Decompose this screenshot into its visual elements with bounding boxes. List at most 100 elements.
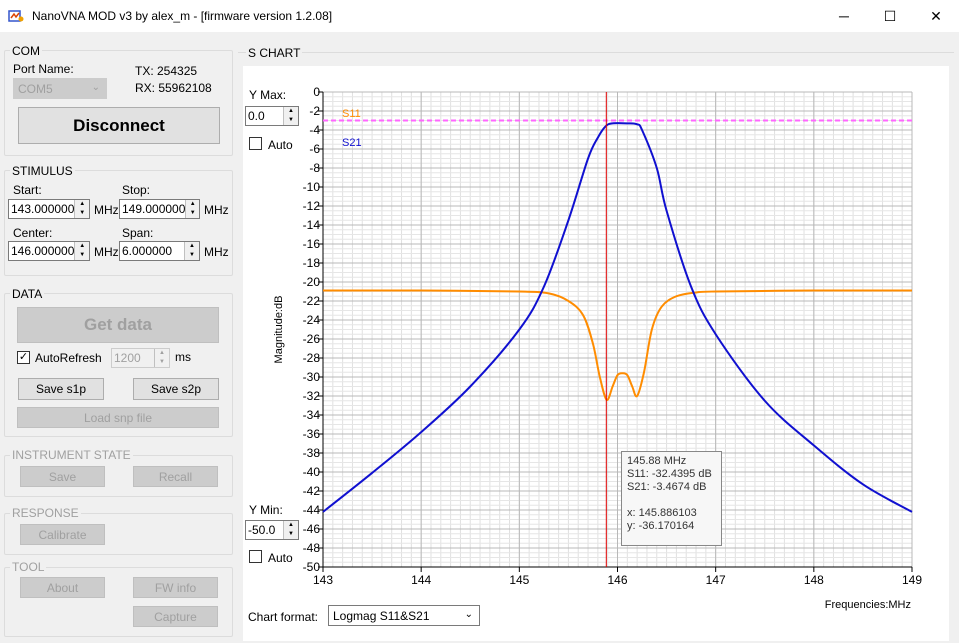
- maximize-button[interactable]: ☐: [883, 7, 897, 24]
- tx-counter: TX: 254325: [135, 64, 198, 78]
- response-title: RESPONSE: [10, 506, 81, 520]
- recall-button[interactable]: Recall: [133, 466, 218, 487]
- minimize-button[interactable]: ─: [839, 8, 849, 24]
- chart-format-select[interactable]: Logmag S11&S21 ⌄: [328, 605, 480, 626]
- stimulus-group: [4, 170, 233, 276]
- schart-divider: [238, 52, 954, 53]
- capture-button[interactable]: Capture: [133, 606, 218, 627]
- spin-down-icon[interactable]: ▼: [186, 209, 199, 218]
- chart-format-label: Chart format:: [248, 610, 319, 624]
- start-frequency-input[interactable]: 143.000000 ▲ ▼: [8, 199, 90, 219]
- spin-up-icon[interactable]: ▲: [185, 242, 199, 251]
- about-button[interactable]: About: [20, 577, 105, 598]
- y-tick-label: -2: [309, 104, 320, 118]
- ymin-value: -50.0: [248, 523, 276, 537]
- spin-up-icon[interactable]: ▲: [155, 349, 169, 358]
- spin-down-icon[interactable]: ▼: [155, 358, 169, 367]
- refresh-interval-input[interactable]: 1200 ▲ ▼: [111, 348, 170, 368]
- refresh-interval-value: 1200: [114, 351, 141, 365]
- save-s1p-button[interactable]: Save s1p: [18, 378, 104, 400]
- ms-label: ms: [175, 350, 191, 364]
- get-data-button[interactable]: Get data: [17, 307, 219, 343]
- y-tick-label: 0: [313, 85, 320, 99]
- y-axis-label: Magnitude:dB: [273, 296, 285, 364]
- y-tick-label: -8: [309, 161, 320, 175]
- x-tick-label: 143: [313, 573, 333, 587]
- center-label: Center:: [13, 226, 53, 240]
- rx-counter: RX: 55962108: [135, 81, 212, 95]
- y-tick-label: -12: [303, 199, 321, 213]
- com-title: COM: [10, 44, 42, 58]
- tool-group: [4, 567, 233, 637]
- x-tick-label: 145: [509, 573, 529, 587]
- spin-up-icon[interactable]: ▲: [75, 200, 89, 209]
- app-icon: [8, 10, 24, 22]
- x-tick-label: 144: [411, 573, 431, 587]
- save-s2p-button[interactable]: Save s2p: [133, 378, 219, 400]
- y-tick-label: -10: [303, 180, 321, 194]
- chart-format-value: Logmag S11&S21: [333, 608, 430, 623]
- spin-down-icon[interactable]: ▼: [284, 116, 298, 125]
- ymin-label: Y Min:: [249, 503, 283, 517]
- disconnect-button[interactable]: Disconnect: [18, 107, 220, 144]
- close-button[interactable]: ✕: [930, 7, 942, 24]
- span-unit: MHz: [204, 245, 229, 259]
- calibrate-button[interactable]: Calibrate: [20, 524, 105, 545]
- response-group: [4, 513, 233, 555]
- port-select[interactable]: COM5 ⌄: [13, 78, 107, 99]
- spin-up-icon[interactable]: ▲: [186, 200, 199, 209]
- spin-down-icon[interactable]: ▼: [75, 209, 89, 218]
- load-snp-button[interactable]: Load snp file: [17, 407, 219, 428]
- center-frequency-value: 146.000000: [11, 244, 75, 258]
- window-title: NanoVNA MOD v3 by alex_m - [firmware ver…: [32, 9, 333, 23]
- spin-up-icon[interactable]: ▲: [284, 521, 298, 530]
- spin-down-icon[interactable]: ▼: [185, 251, 199, 260]
- chevron-down-icon: ⌄: [464, 609, 473, 620]
- series-line-s11: [322, 289, 913, 401]
- x-tick-label: 149: [902, 573, 922, 587]
- stop-frequency-value: 149.000000: [122, 202, 186, 216]
- tooltip-x: x: 145.886103: [627, 507, 697, 519]
- spin-up-icon[interactable]: ▲: [284, 107, 298, 116]
- y-tick-label: -6: [309, 142, 320, 156]
- ymax-value: 0.0: [248, 109, 265, 123]
- autorefresh-label: AutoRefresh: [35, 351, 102, 365]
- y-tick-label: -24: [303, 313, 321, 327]
- title-bar: NanoVNA MOD v3 by alex_m - [firmware ver…: [0, 0, 959, 32]
- ymax-input[interactable]: 0.0 ▲ ▼: [245, 106, 299, 126]
- span-input[interactable]: 6.000000 ▲ ▼: [119, 241, 200, 261]
- spin-up-icon[interactable]: ▲: [75, 242, 89, 251]
- ymax-auto-checkbox[interactable]: [249, 137, 262, 150]
- spin-down-icon[interactable]: ▼: [284, 530, 298, 539]
- schart-title: S CHART: [246, 46, 303, 60]
- spin-down-icon[interactable]: ▼: [75, 251, 89, 260]
- ymin-input[interactable]: -50.0 ▲ ▼: [245, 520, 299, 540]
- start-frequency-value: 143.000000: [11, 202, 75, 216]
- ymax-auto-label: Auto: [268, 138, 293, 152]
- legend-s11: S11: [342, 108, 361, 120]
- ymin-auto-label: Auto: [268, 551, 293, 565]
- y-tick-label: -26: [303, 332, 321, 346]
- data-group: [4, 293, 233, 437]
- port-select-value: COM5: [18, 81, 53, 96]
- save-state-button[interactable]: Save: [20, 466, 105, 487]
- y-tick-label: -14: [303, 218, 321, 232]
- autorefresh-checkbox[interactable]: ✓: [17, 351, 30, 364]
- ymin-auto-checkbox[interactable]: [249, 550, 262, 563]
- marker-tooltip: 145.88 MHz S11: -32.4395 dB S21: -3.4674…: [621, 451, 722, 546]
- tool-title: TOOL: [10, 560, 47, 574]
- ymax-label: Y Max:: [249, 88, 287, 102]
- series-line-s21: [322, 122, 913, 513]
- span-value: 6.000000: [122, 244, 173, 258]
- fw-info-button[interactable]: FW info: [133, 577, 218, 598]
- stimulus-title: STIMULUS: [10, 164, 75, 178]
- y-tick-label: -20: [303, 275, 321, 289]
- instrument-state-title: INSTRUMENT STATE: [10, 448, 133, 462]
- center-frequency-input[interactable]: 146.000000 ▲ ▼: [8, 241, 90, 261]
- stop-frequency-input[interactable]: 149.000000 ▲ ▼: [119, 199, 200, 219]
- tooltip-y: y: -36.170164: [627, 520, 695, 532]
- com-group: [4, 50, 233, 156]
- chevron-down-icon: ⌄: [91, 82, 100, 93]
- stop-label: Stop:: [122, 183, 151, 197]
